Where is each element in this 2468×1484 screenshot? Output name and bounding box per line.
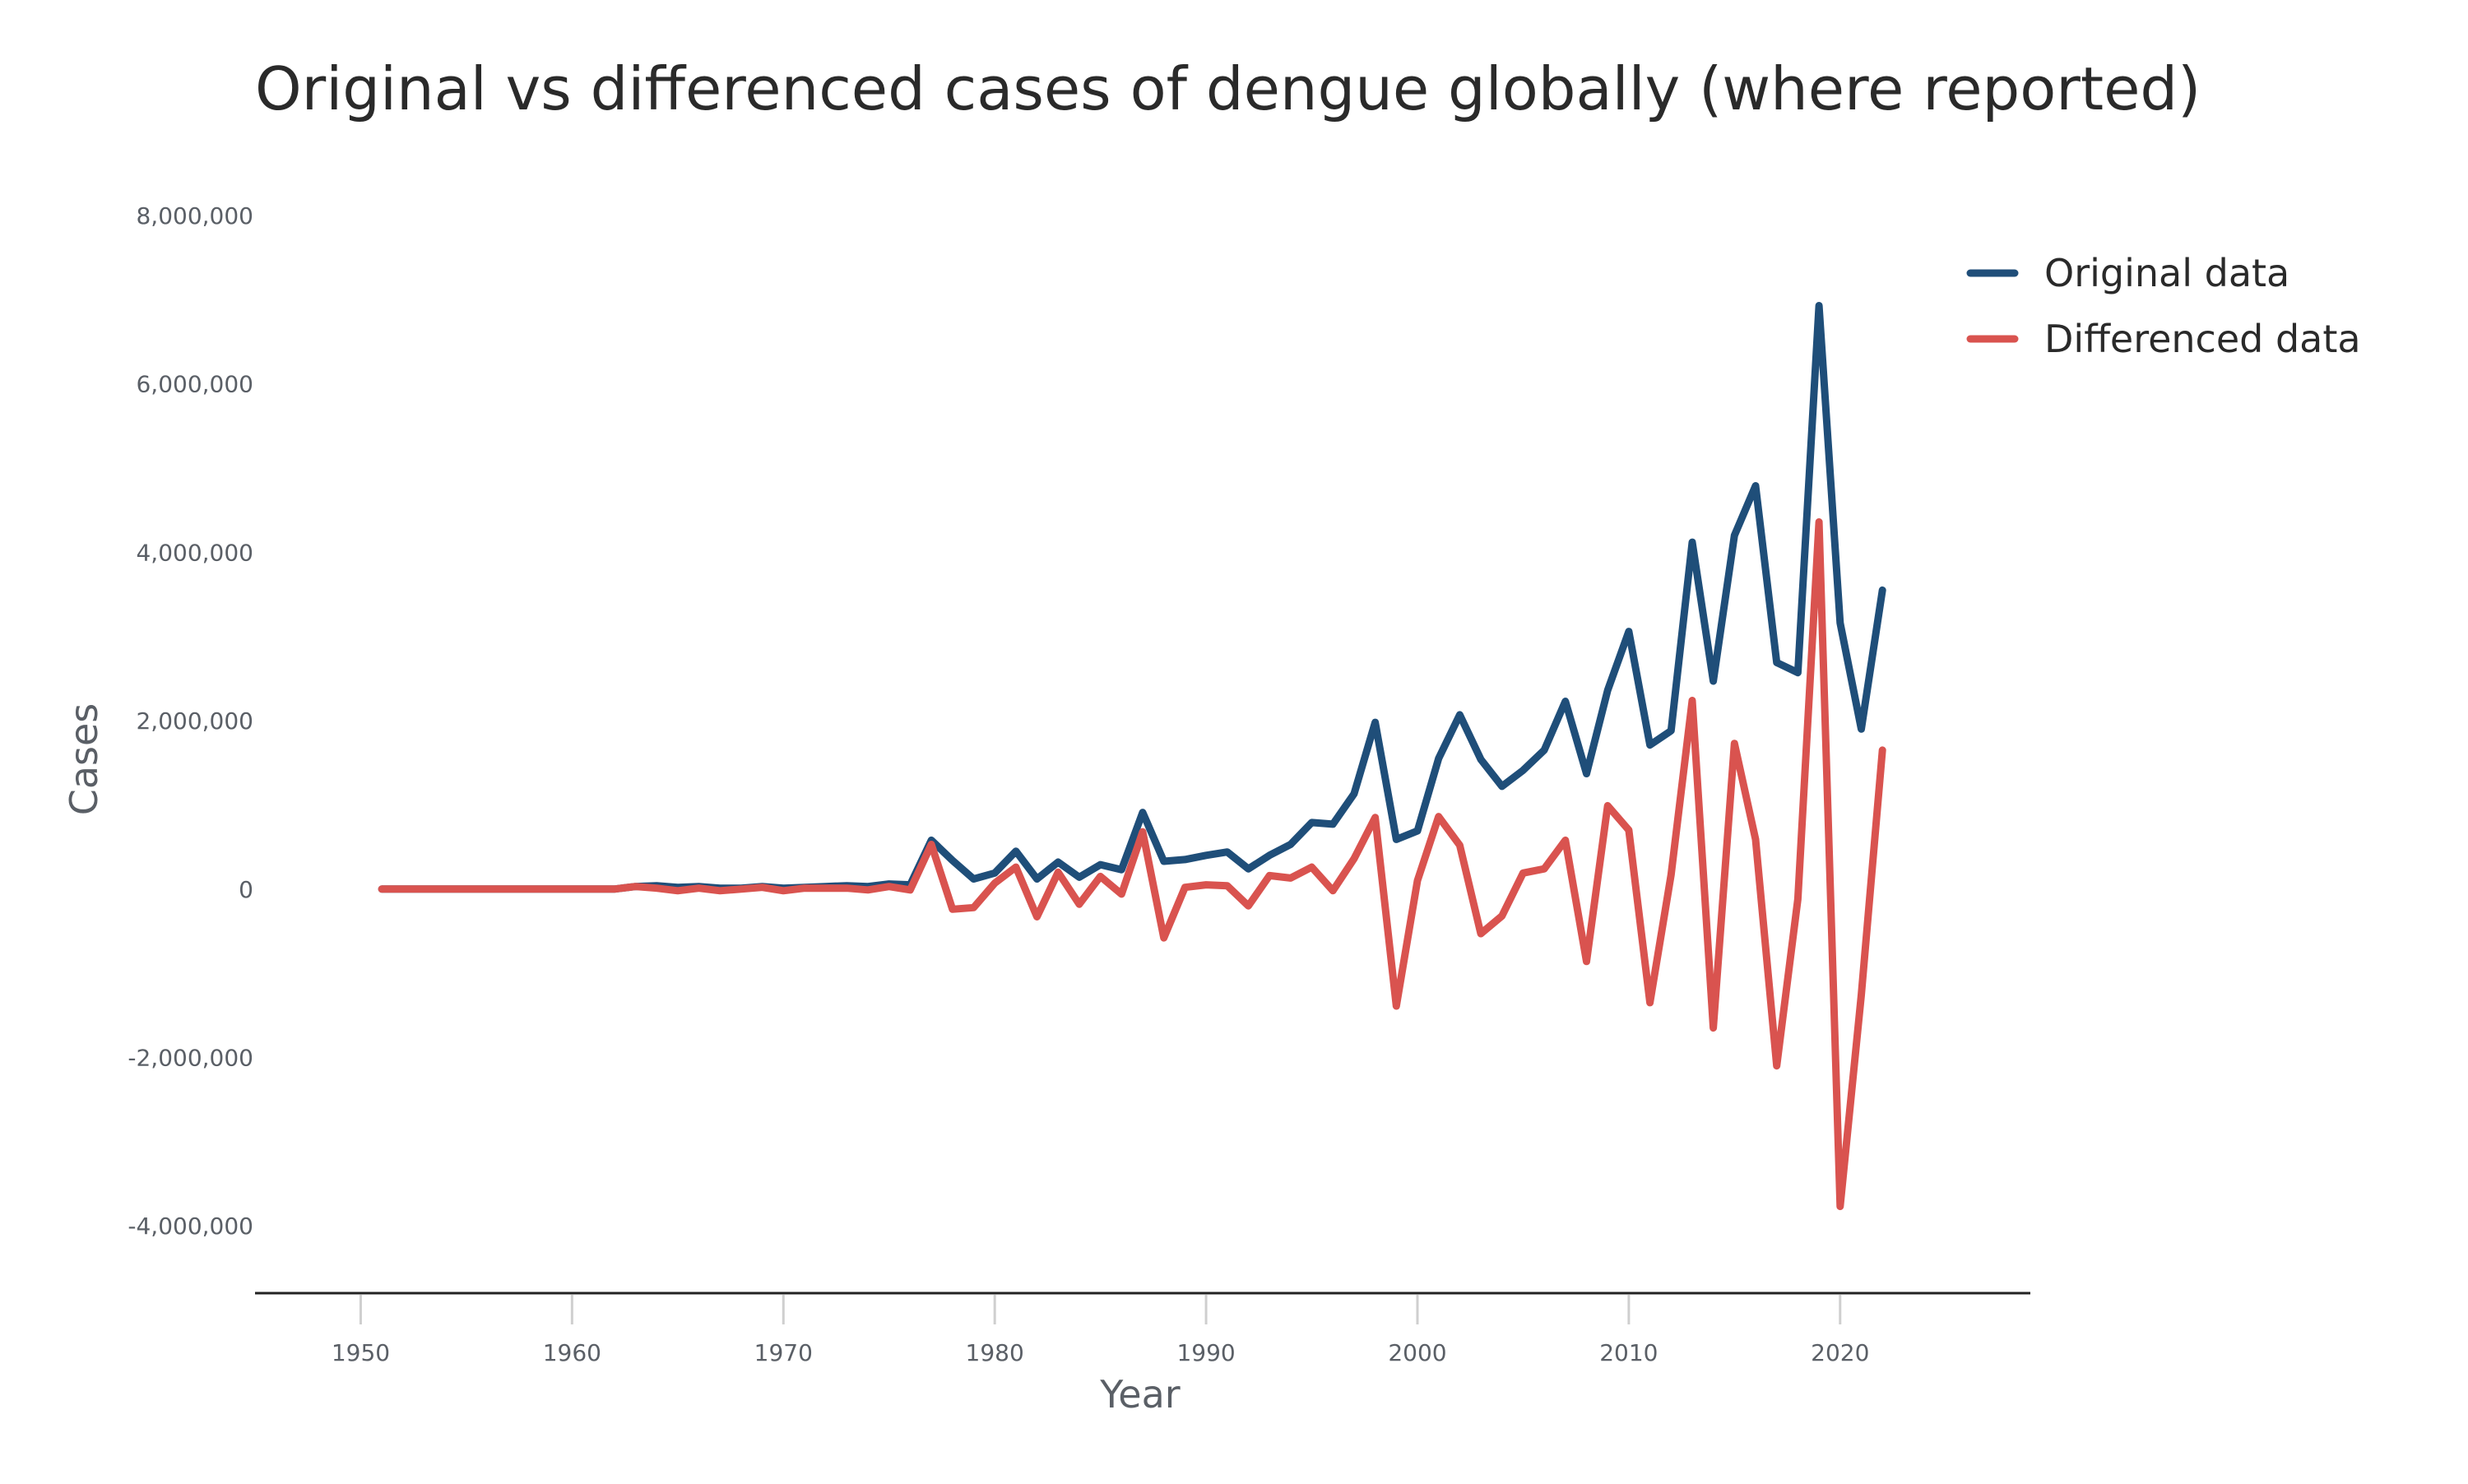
x-tick-label: 1980 xyxy=(966,1339,1024,1366)
y-axis-ticks: 8,000,000 6,000,000 4,000,000 2,000,000 0 -2,… xyxy=(128,202,253,1240)
y-tick-label: 4,000,000 xyxy=(136,539,253,566)
legend-item-original[interactable]: Original data xyxy=(1966,251,2289,295)
x-axis-title: Year xyxy=(1099,1372,1180,1417)
legend-label-differenced: Differenced data xyxy=(2044,317,2361,361)
x-tick-label: 2000 xyxy=(1388,1339,1446,1366)
y-tick-label: 0 xyxy=(239,876,253,903)
x-tick-label: 1950 xyxy=(332,1339,390,1366)
series-layer xyxy=(378,302,1886,1211)
series-line-differenced xyxy=(378,518,1886,1211)
legend-label-original: Original data xyxy=(2044,251,2289,295)
y-axis-title: Cases xyxy=(62,703,106,816)
y-tick-label: 6,000,000 xyxy=(136,371,253,398)
y-tick-label: -4,000,000 xyxy=(128,1213,253,1240)
y-tick-label: 2,000,000 xyxy=(136,707,253,735)
x-tick-label: 2020 xyxy=(1811,1339,1869,1366)
chart-title: Original vs differenced cases of dengue … xyxy=(255,54,2201,123)
x-tick-label: 1960 xyxy=(543,1339,601,1366)
x-tick-label: 1990 xyxy=(1176,1339,1235,1366)
legend-item-differenced[interactable]: Differenced data xyxy=(1966,317,2361,361)
series-line-original xyxy=(378,302,1886,893)
legend[interactable]: Original data Differenced data xyxy=(1966,251,2361,361)
x-tick-label: 2010 xyxy=(1599,1339,1658,1366)
y-tick-label: 8,000,000 xyxy=(136,202,253,230)
x-tick-label: 1970 xyxy=(754,1339,813,1366)
y-tick-label: -2,000,000 xyxy=(128,1044,253,1071)
x-axis-ticks: 1950 1960 1970 1980 1990 2000 2010 2020 xyxy=(332,1295,1869,1366)
